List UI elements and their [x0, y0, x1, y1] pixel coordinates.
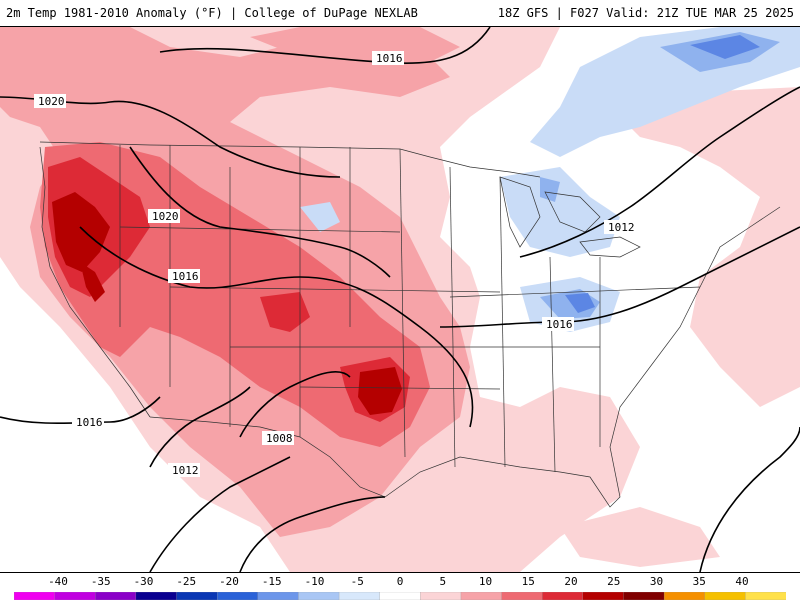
- colorbar-segment: [745, 592, 786, 600]
- colorbar-segment: [14, 592, 56, 600]
- colorbar-segment: [460, 592, 503, 600]
- colorbar-tick-label: -15: [261, 575, 282, 588]
- colorbar-segment: [379, 592, 421, 600]
- colorbar-tick-label: 40: [735, 575, 749, 588]
- colorbar-legend: -40 -35 -30 -25 -20 -15 -10 -5 0 5 10 15 20 25 30 35 40: [0, 572, 800, 601]
- colorbar-segment: [501, 592, 543, 600]
- isobar-lines: [0, 27, 800, 572]
- colorbar: [14, 592, 786, 600]
- colorbar-tick-label: 30: [649, 575, 664, 588]
- header: 2m Temp 1981-2010 Anomaly (°F) | College…: [0, 0, 800, 27]
- colorbar-segment: [704, 592, 747, 600]
- isobar-pacific: [0, 396, 161, 425]
- colorbar-segment: [257, 592, 300, 600]
- colorbar-segment: [298, 592, 340, 600]
- isobar-ohio-valley: [439, 226, 800, 328]
- colorbar-segment: [176, 592, 218, 600]
- colorbar-segment: [95, 592, 137, 600]
- colorbar-segment: [54, 592, 96, 600]
- colorbar-tick-label: -10: [304, 575, 325, 588]
- isobar-idaho: [129, 146, 391, 278]
- colorbar-segment: [135, 592, 178, 600]
- isobar-southwest-2: [239, 496, 386, 572]
- isobar-north: [159, 27, 491, 65]
- colorbar-tick-label: 5: [439, 575, 447, 588]
- anomaly-map[interactable]: 1016 1020 1020 1016 1016 1012 1008 1012 …: [0, 27, 800, 572]
- colorbar-tick-label: 0: [396, 575, 404, 588]
- map-canvas: 1016 1020 1020 1016 1016 1012 1008 1012 …: [0, 27, 800, 572]
- colorbar-tick-label: 15: [521, 575, 535, 588]
- isobar-label-northwest: 1020: [38, 95, 65, 108]
- colorbar-tick-label: -25: [176, 575, 197, 588]
- anomaly-fill-strong-cool: [565, 35, 760, 313]
- map-title: 2m Temp 1981-2010 Anomaly (°F) | College…: [6, 6, 418, 20]
- colorbar-segment: [623, 592, 665, 600]
- colorbar-segment: [542, 592, 584, 600]
- colorbar-tick-label: 10: [478, 575, 493, 588]
- colorbar-tick-label: -5: [350, 575, 364, 588]
- anomaly-fill-extreme-warm: [52, 192, 402, 415]
- colorbar-tick-label: 35: [692, 575, 706, 588]
- isobar-label-michigan: 1012: [608, 221, 635, 234]
- colorbar-tick-label: -40: [48, 575, 68, 588]
- isobar-label-mexico: 1008: [266, 432, 293, 445]
- colorbar-segment: [217, 592, 259, 600]
- isobar-michigan: [519, 86, 800, 258]
- isobar-atlantic: [699, 426, 800, 572]
- colorbar-tick-label: -30: [133, 575, 154, 588]
- colorbar-segment: [420, 592, 462, 600]
- isobar-labels: 1016 1020 1020 1016 1016 1012 1008 1012 …: [34, 51, 636, 477]
- isobar-mexico: [239, 371, 351, 438]
- isobar-baja: [149, 386, 251, 468]
- isobar-label-baja: 1012: [172, 464, 199, 477]
- isobar-label-idaho: 1020: [152, 210, 179, 223]
- colorbar-segment: [663, 592, 706, 600]
- isobar-label-north: 1016: [376, 52, 403, 65]
- colorbar-tick-label: -35: [90, 575, 111, 588]
- model-run-info: 18Z GFS | F027 Valid: 21Z TUE MAR 25 202…: [497, 6, 794, 20]
- colorbar-segment: [338, 592, 381, 600]
- state-boundaries: [39, 141, 781, 508]
- isobar-nevada: [79, 226, 474, 428]
- colorbar-tick-label: 20: [564, 575, 578, 588]
- isobar-label-nevada: 1016: [172, 270, 199, 283]
- colorbar-tick-label: 25: [607, 575, 621, 588]
- isobar-label-ohio-valley: 1016: [546, 318, 573, 331]
- colorbar-tick-label: -20: [219, 575, 239, 588]
- isobar-southwest-1: [149, 456, 291, 572]
- isobar-label-pacific: 1016: [76, 416, 103, 429]
- colorbar-segment: [582, 592, 625, 600]
